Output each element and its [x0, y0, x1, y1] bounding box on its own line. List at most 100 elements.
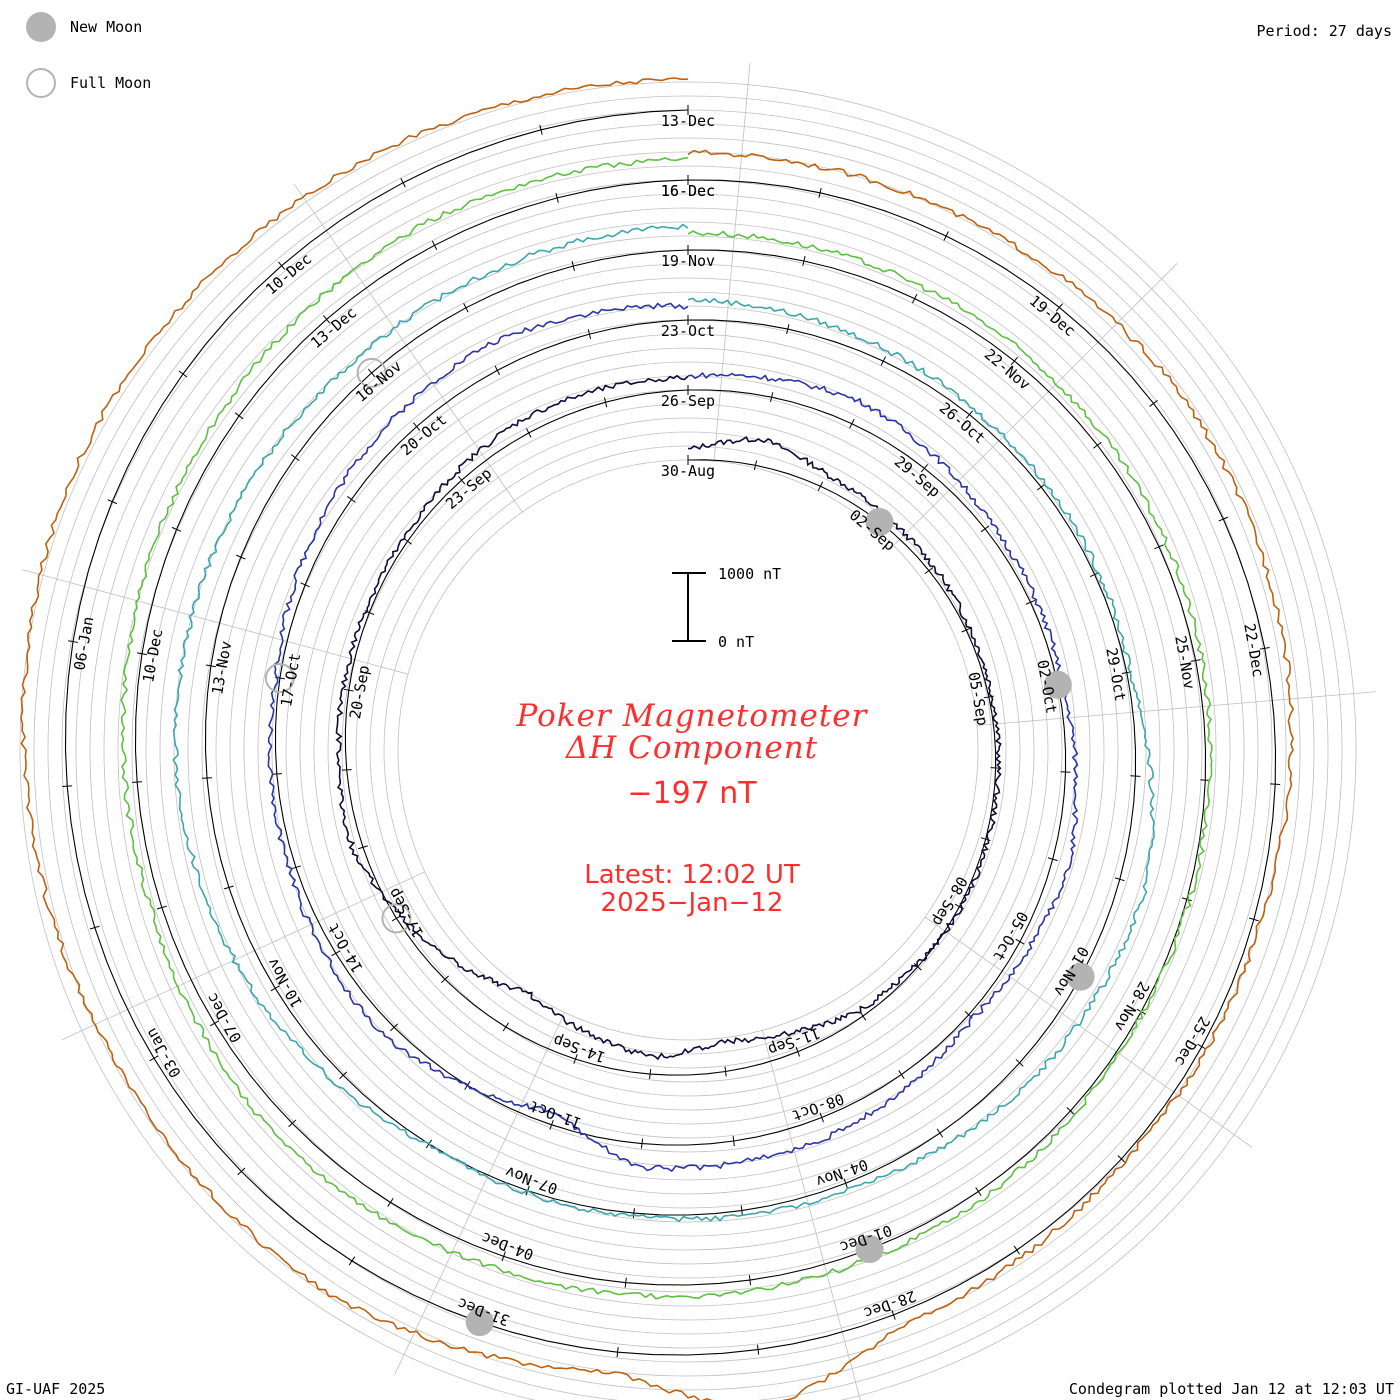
day-tick: [786, 324, 790, 335]
day-tick: [300, 582, 310, 588]
grid-circle: [19, 81, 1357, 1400]
grid-spoke: [394, 1012, 566, 1375]
day-tick: [573, 1054, 578, 1064]
grid-circle: [215, 277, 1161, 1223]
day-tick: [236, 554, 246, 560]
day-tick: [975, 1187, 982, 1197]
trace-turn-3: [172, 223, 1156, 1223]
full-moon-marker: [381, 903, 412, 934]
day-tick: [912, 293, 918, 304]
day-tick: [348, 1256, 356, 1266]
day-tick: [724, 1066, 727, 1077]
day-tick: [387, 1197, 394, 1207]
legend-full-moon: Full Moon: [26, 68, 151, 98]
title-line-1: Poker Magnetometer: [516, 698, 868, 734]
date-label: 23-Sep: [442, 464, 495, 513]
grid-spokes: [21, 62, 1376, 1400]
date-label: 26-Sep: [661, 392, 715, 410]
grid-circle: [383, 445, 993, 1055]
day-tick: [555, 192, 559, 203]
day-tick: [740, 1205, 743, 1216]
day-tick: [343, 688, 354, 692]
day-tick: [817, 481, 824, 491]
moon-markers: [264, 357, 1095, 1337]
day-tick: [1270, 783, 1281, 785]
grid-spoke: [893, 263, 1178, 546]
legend-new-moon: New Moon: [26, 12, 142, 42]
day-tick: [68, 640, 79, 643]
day-tick: [1114, 877, 1125, 882]
date-label: 03-Jan: [142, 1025, 185, 1081]
day-tick: [234, 412, 244, 420]
grid-circle: [229, 291, 1147, 1209]
current-value: −197 nT: [627, 776, 757, 811]
full-moon-marker: [264, 663, 295, 694]
grid-circle: [355, 417, 1021, 1083]
day-tick: [1025, 599, 1036, 605]
day-tick: [748, 1275, 752, 1286]
day-tick: [347, 496, 356, 503]
latest-line-2: 2025−Jan−12: [600, 888, 784, 918]
date-label: 16-Dec: [661, 182, 715, 200]
day-tick: [1149, 400, 1158, 407]
day-tick: [463, 303, 469, 313]
day-tick: [341, 769, 352, 771]
day-tick: [1190, 659, 1201, 662]
grid-circle: [285, 347, 1091, 1153]
day-tick: [223, 885, 234, 890]
day-tick: [441, 975, 449, 984]
day-tick: [624, 1277, 627, 1288]
day-tick: [178, 370, 188, 378]
new-moon-marker: [855, 1235, 884, 1264]
day-tick: [290, 454, 300, 462]
grid-circle: [89, 151, 1287, 1349]
day-tick: [494, 365, 501, 376]
day-tick: [364, 610, 375, 615]
day-tick: [431, 240, 438, 250]
date-label: 11-Sep: [766, 1024, 823, 1059]
day-tick: [1047, 857, 1058, 862]
grid-circle: [75, 137, 1301, 1363]
latest-time: Latest: 12:02 UT 2025−Jan−12: [392, 861, 992, 917]
date-label: 30-Aug: [661, 462, 715, 480]
date-label: 08-Oct: [789, 1089, 846, 1124]
full-moon-marker: [356, 357, 387, 388]
grid-circle: [313, 375, 1063, 1125]
trace-turn-4: [120, 156, 1213, 1300]
grid-circle: [103, 165, 1273, 1335]
spiral-baseline: [64, 109, 1277, 1356]
day-tick: [62, 785, 73, 787]
day-tick: [616, 1347, 619, 1358]
scale-bar: 1000 nT 0 nT: [672, 565, 781, 651]
date-label: 06-Jan: [70, 615, 97, 671]
day-tick: [849, 418, 855, 429]
new-moon-marker: [1043, 670, 1072, 699]
day-tick: [753, 460, 758, 471]
day-tick: [1218, 516, 1229, 522]
day-tick: [936, 1128, 944, 1138]
date-label: 10-Nov: [263, 955, 306, 1011]
trace-turn-2: [267, 302, 1079, 1173]
day-ticks: [62, 105, 1281, 1358]
new-moon-marker: [865, 507, 894, 536]
date-label: 17-Oct: [277, 652, 304, 708]
day-tick: [898, 1070, 905, 1080]
day-tick: [278, 261, 286, 270]
new-moon-icon: [26, 12, 56, 42]
day-tick: [539, 124, 543, 135]
scale-bar-bottom-label: 0 nT: [718, 633, 754, 651]
date-label: 29-Oct: [1102, 646, 1129, 702]
day-tick: [795, 1046, 801, 1057]
day-tick: [1066, 1107, 1075, 1115]
trace-turn-5: [20, 77, 1295, 1400]
day-tick: [368, 368, 376, 378]
day-tick: [149, 1055, 159, 1062]
date-label: 13-Nov: [208, 640, 235, 696]
day-tick: [1181, 897, 1192, 902]
day-tick: [769, 392, 774, 403]
day-tick: [339, 1071, 348, 1080]
date-label: 13-Dec: [661, 112, 715, 130]
date-label: 28-Nov: [1110, 978, 1153, 1034]
date-label: 25-Dec: [1171, 1013, 1214, 1069]
